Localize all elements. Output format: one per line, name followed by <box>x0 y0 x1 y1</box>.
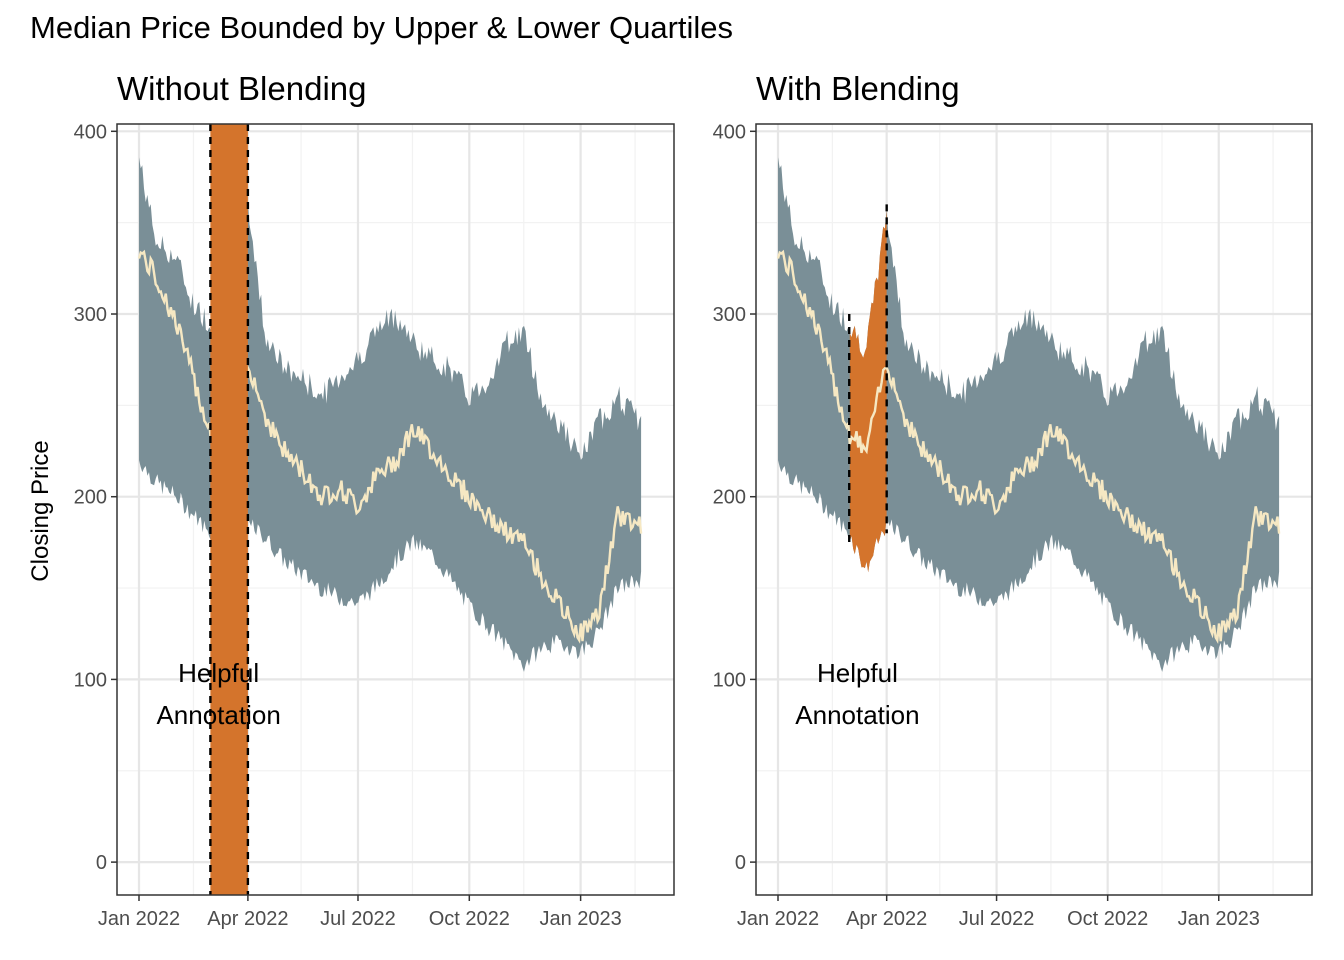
chart-title: Median Price Bounded by Upper & Lower Qu… <box>30 10 733 45</box>
panel-border <box>755 123 1313 896</box>
panel-title: Without Blending <box>117 70 366 107</box>
x-tick-label: Jul 2022 <box>320 908 396 930</box>
y-tick-label: 0 <box>735 852 746 874</box>
x-tick-label: Oct 2022 <box>1067 908 1148 930</box>
quartile-ribbon <box>778 157 1280 672</box>
y-tick-label: 200 <box>74 487 107 509</box>
y-axis-title: Closing Price <box>27 440 54 581</box>
y-tick-label: 400 <box>713 121 746 143</box>
x-tick-label: Apr 2022 <box>846 908 927 930</box>
annotation-text: Annotation <box>156 700 280 730</box>
x-tick-label: Jan 2022 <box>98 908 180 930</box>
annotation-text: Annotation <box>795 700 919 730</box>
y-tick-label: 100 <box>74 669 107 691</box>
x-tick-label: Jan 2022 <box>737 908 819 930</box>
highlight-rect <box>210 124 248 895</box>
panel-border <box>116 123 675 896</box>
x-tick-label: Oct 2022 <box>429 908 510 930</box>
y-tick-label: 400 <box>74 121 107 143</box>
x-tick-label: Jul 2022 <box>959 908 1035 930</box>
panel-with-blending: With Blending Helpful Annotation 0 100 200 300… <box>713 70 1313 930</box>
y-tick-label: 300 <box>713 304 746 326</box>
y-tick-label: 200 <box>713 487 746 509</box>
panel-title: With Blending <box>756 70 960 107</box>
highlight-ribbon <box>849 210 887 573</box>
y-tick-label: 100 <box>713 669 746 691</box>
annotation-text: Helpful <box>817 658 898 688</box>
panel-without-blending: Without Blending Helpful Annotation 0 100 200… <box>74 70 675 930</box>
quartile-ribbon <box>139 157 642 672</box>
annotation-text: Helpful <box>178 658 259 688</box>
x-tick-label: Jan 2023 <box>1178 908 1260 930</box>
x-tick-label: Jan 2023 <box>539 908 621 930</box>
y-tick-label: 300 <box>74 304 107 326</box>
median-line <box>776 249 1281 644</box>
y-tick-label: 0 <box>96 852 107 874</box>
x-tick-label: Apr 2022 <box>207 908 288 930</box>
